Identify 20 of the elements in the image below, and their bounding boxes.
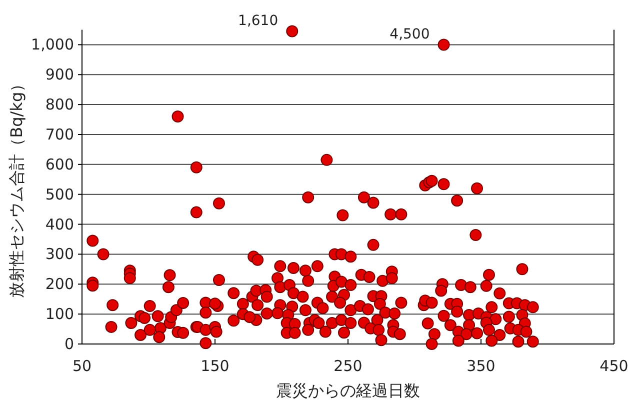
y-tick-label: 300: [45, 245, 74, 264]
y-tick-label: 1,000: [31, 36, 74, 54]
y-tick-label: 700: [45, 125, 74, 144]
x-tick-label: 350: [466, 357, 496, 375]
y-tick-label: 200: [45, 275, 74, 294]
annotation: 4,500: [390, 26, 430, 43]
annotation: 1,610: [238, 13, 278, 30]
y-tick-label: 400: [45, 215, 74, 234]
y-tick-label: 900: [45, 66, 74, 84]
x-tick-label: 250: [334, 357, 362, 375]
x-tick-label: 450: [600, 357, 628, 375]
x-axis-title: 震災からの経過日数: [276, 381, 420, 400]
y-tick-label: 600: [45, 155, 74, 174]
y-tick-label: 500: [45, 185, 74, 204]
y-tick-label: 800: [45, 96, 74, 114]
y-tick-label: 100: [45, 305, 74, 324]
y-axis-title: 放射性セシウム合計（Bq/kg）: [7, 76, 26, 298]
y-tick-label: 0: [64, 335, 74, 353]
x-tick-label: 150: [200, 357, 230, 375]
x-tick-label: 50: [72, 357, 92, 375]
